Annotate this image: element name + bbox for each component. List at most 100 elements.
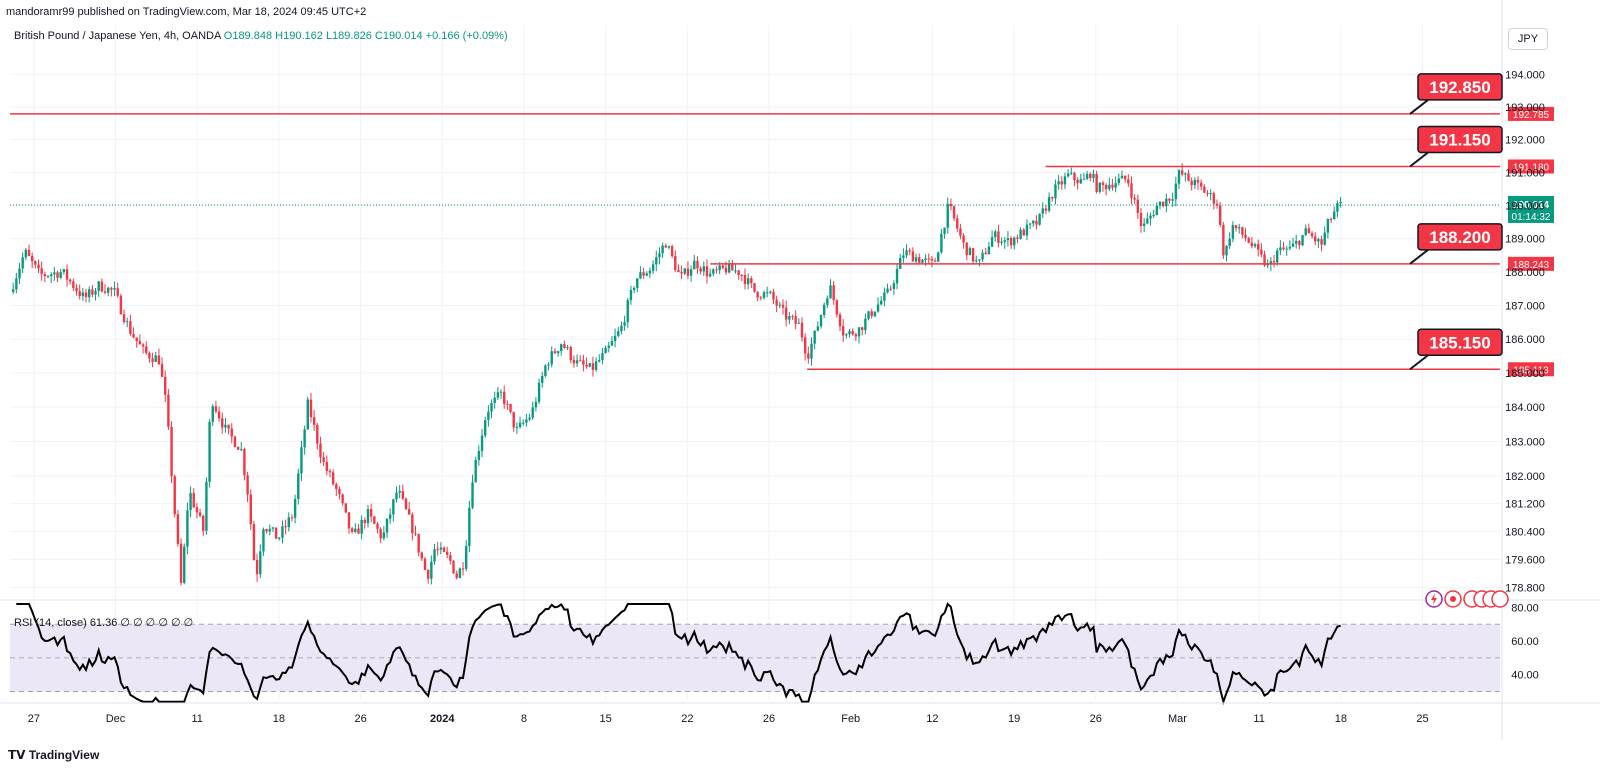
candle xyxy=(382,532,386,539)
candle xyxy=(943,227,946,234)
candle xyxy=(563,344,566,348)
candle xyxy=(214,406,218,412)
candle xyxy=(449,554,452,561)
candle xyxy=(198,512,202,516)
candle xyxy=(981,252,984,260)
candle xyxy=(1244,234,1247,239)
candle xyxy=(566,347,569,349)
candle xyxy=(15,278,18,290)
event-icons[interactable] xyxy=(1425,589,1515,611)
candle xyxy=(170,426,173,477)
candle xyxy=(1203,186,1206,193)
candle xyxy=(1301,235,1304,246)
horizontal-levels[interactable]: 192.785 191.180 188.243 185.113 190.01401:14… xyxy=(10,106,1554,377)
callout-pointer xyxy=(1409,99,1429,115)
candle xyxy=(794,316,797,324)
time-tick-label: 15 xyxy=(600,713,612,725)
candle xyxy=(176,514,180,544)
candle xyxy=(1253,244,1257,247)
candle xyxy=(705,266,709,277)
price-callout[interactable] xyxy=(1417,223,1503,251)
candle xyxy=(164,376,167,395)
candle xyxy=(1032,220,1035,224)
candle xyxy=(1136,199,1140,213)
candle xyxy=(1222,224,1225,256)
candle xyxy=(956,218,959,229)
candle xyxy=(591,363,595,370)
candle xyxy=(1323,232,1326,245)
price-tick-label: 182.000 xyxy=(1505,471,1545,483)
price-callouts[interactable]: 192.850 191.150 188.200 185.150 xyxy=(1409,73,1503,371)
candle xyxy=(347,512,351,529)
candle xyxy=(1076,180,1079,184)
currency-button[interactable]: JPY xyxy=(1508,28,1548,50)
candle xyxy=(740,275,744,277)
candle xyxy=(1022,229,1025,236)
candle xyxy=(75,287,78,292)
price-callout[interactable] xyxy=(1417,328,1503,357)
candle xyxy=(243,449,246,476)
candle xyxy=(772,291,775,300)
flag-jp-icon-2[interactable] xyxy=(1491,590,1509,608)
candle xyxy=(46,276,50,278)
high-value: H190.162 xyxy=(275,30,323,42)
tradingview-logo[interactable]: 𝗧𝗩 TradingView xyxy=(8,748,99,762)
candle xyxy=(255,560,259,575)
candle xyxy=(1095,173,1098,192)
candle xyxy=(217,411,221,419)
price-tick-label: 188.000 xyxy=(1505,267,1545,279)
candle xyxy=(376,523,379,529)
candle xyxy=(129,321,132,335)
candle xyxy=(271,527,275,529)
time-tick-label: 27 xyxy=(28,713,40,725)
candle xyxy=(53,272,56,275)
time-tick-label: 8 xyxy=(521,713,527,725)
candle xyxy=(642,272,645,276)
logo-icon: 𝗧𝗩 xyxy=(8,748,29,762)
candle xyxy=(236,446,240,450)
price-callout-label: 185.150 xyxy=(1429,333,1490,352)
candles xyxy=(10,163,1500,586)
candle xyxy=(113,288,116,290)
candle xyxy=(94,290,97,295)
price-callout[interactable] xyxy=(1417,125,1503,154)
price-callout[interactable] xyxy=(1417,73,1503,101)
candle xyxy=(604,347,607,354)
candle xyxy=(1161,201,1165,207)
candle xyxy=(249,494,252,525)
candle xyxy=(81,292,85,297)
candle xyxy=(132,334,135,338)
candle xyxy=(528,417,531,420)
candle xyxy=(911,251,915,262)
candle xyxy=(1035,220,1038,225)
candle xyxy=(994,231,997,238)
candle xyxy=(1199,182,1203,187)
candle xyxy=(328,470,332,473)
price-tick-label: 186.000 xyxy=(1505,334,1545,346)
candle xyxy=(1130,183,1133,198)
candle xyxy=(1237,227,1241,229)
candle xyxy=(753,283,756,292)
candle xyxy=(645,273,648,276)
candle xyxy=(937,252,940,262)
candle xyxy=(1310,233,1314,237)
price-tick-label: 189.000 xyxy=(1505,234,1545,246)
candle xyxy=(1104,184,1108,190)
candle xyxy=(1257,244,1260,250)
candle xyxy=(689,269,693,276)
candle xyxy=(477,451,481,461)
level-badge-label: 191.180 xyxy=(1513,162,1550,173)
price-callout-label: 191.150 xyxy=(1429,130,1490,149)
candle xyxy=(496,392,500,398)
candle xyxy=(145,346,148,353)
symbol-name[interactable]: British Pound / Japanese Yen, 4h, OANDA xyxy=(14,30,221,42)
candle xyxy=(886,288,889,293)
candle xyxy=(636,278,639,288)
rsi-label[interactable]: RSI (14, close) xyxy=(14,617,87,629)
candle xyxy=(829,285,832,299)
candle xyxy=(1317,239,1320,242)
candle xyxy=(1174,183,1178,200)
candle xyxy=(246,475,249,495)
candle xyxy=(826,298,829,305)
